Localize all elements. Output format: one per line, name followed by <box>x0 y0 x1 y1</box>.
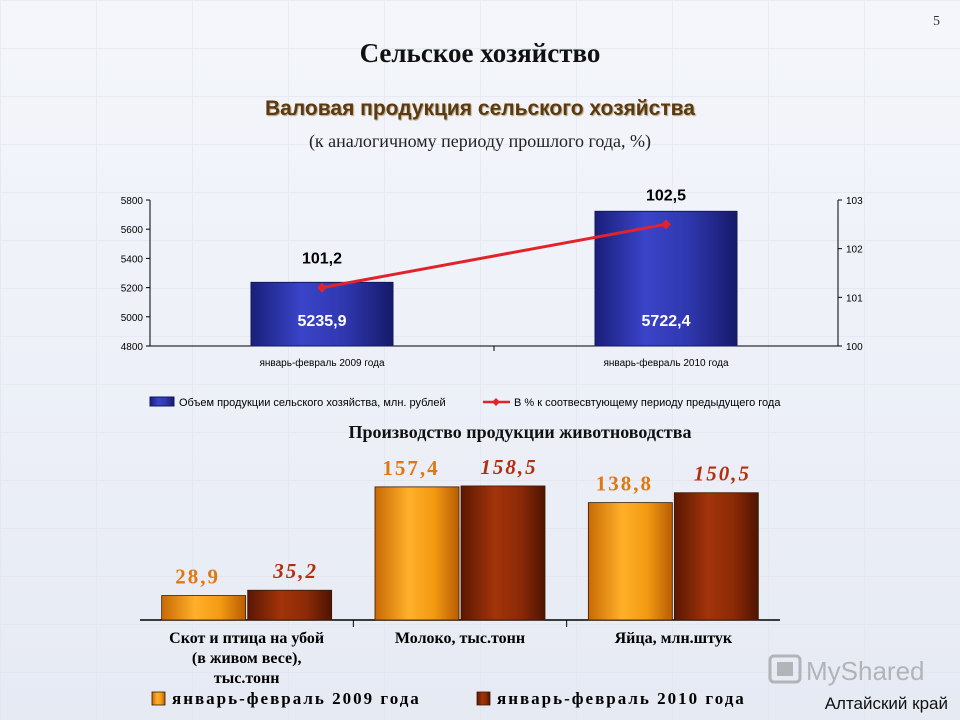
chart1-legend-label: В % к соотвесвтующему периоду предыдущег… <box>514 397 781 409</box>
chart2-bar <box>161 595 247 621</box>
chart1-subtitle: (к аналогичному периоду прошлого года, %… <box>308 131 652 151</box>
chart1-line-label: 101,2 <box>302 251 342 268</box>
watermark-logo: MyShared <box>768 654 925 686</box>
chart2-legend-swatch <box>476 691 491 706</box>
chart1-bar-label: 5235,9 <box>298 313 347 330</box>
chart2-bar-label: 138,8 <box>596 472 653 496</box>
chart2-bar-label: 157,4 <box>382 456 439 480</box>
chart1-category-label: январь-февраль 2009 года <box>259 357 384 369</box>
chart2-bar-label: 158,5 <box>480 455 537 479</box>
chart2-bar <box>587 502 673 621</box>
chart1-ytick-label: 5400 <box>121 254 144 265</box>
chart1-bar <box>250 281 394 347</box>
chart1-line-point <box>661 219 671 230</box>
chart2-title: Производство продукции животноводства <box>348 422 692 442</box>
region-label: Алтайский край <box>824 694 948 713</box>
chart2-category-label: Молоко, тыс.тонн <box>395 630 525 647</box>
chart1-line-label: 102,5 <box>646 187 686 204</box>
chart2-bar-label: 150,5 <box>694 462 751 486</box>
chart2-legend-label: январь-февраль 2010 года <box>497 689 746 708</box>
chart2-legend-label: январь-февраль 2009 года <box>172 689 421 708</box>
chart1-ytick-label: 4800 <box>121 342 144 353</box>
chart1-ytick-label: 5000 <box>121 313 144 324</box>
chart1-ytick-label: 5200 <box>121 284 144 295</box>
slide-title: Сельское хозяйство <box>359 38 601 68</box>
chart1-ytick-label: 5800 <box>121 196 144 207</box>
chart1-category-label: январь-февраль 2010 года <box>603 357 728 369</box>
chart2-category-label: (в живом весе), <box>192 650 302 667</box>
chart2-bar-label: 28,9 <box>175 565 220 589</box>
chart2-legend-swatch <box>151 691 166 706</box>
chart1-legend-marker <box>492 398 500 406</box>
chart2-bar <box>247 589 333 621</box>
chart2-category-label: Скот и птица на убой <box>169 630 324 647</box>
chart1-series-line <box>321 222 667 290</box>
chart2-bar <box>374 486 460 621</box>
chart1-title: Валовая продукция сельского хозяйства <box>265 97 695 120</box>
chart2-category-label: тыс.тонн <box>214 670 280 687</box>
chart1-y2tick-label: 101 <box>846 293 863 304</box>
chart1-y2tick-label: 103 <box>846 196 863 207</box>
chart2-bar <box>673 492 759 621</box>
watermark-text: MyShared <box>806 656 925 686</box>
chart1-bar-label: 5722,4 <box>642 313 691 330</box>
chart1-legend-label: Объем продукции сельского хозяйства, млн… <box>179 397 446 409</box>
chart1-y2tick-label: 100 <box>846 342 863 353</box>
chart1-legend-swatch-bars <box>149 396 175 407</box>
chart2-bar-label: 35,2 <box>272 559 318 583</box>
slide-number: 5 <box>933 14 940 29</box>
chart1-line-point <box>317 282 327 293</box>
chart2-category-label: Яйца, млн.штук <box>615 630 733 647</box>
chart1-ytick-label: 5600 <box>121 225 144 236</box>
chart1-y2tick-label: 102 <box>846 245 863 256</box>
chart2-bar <box>460 485 546 621</box>
